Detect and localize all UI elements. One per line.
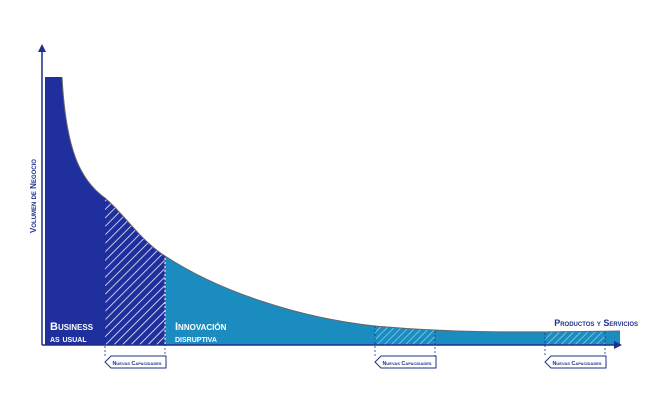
curve	[61, 76, 621, 333]
hatched-region	[545, 77, 605, 345]
x-axis-label: Productos y Servicios	[554, 318, 638, 328]
x-arrow	[614, 341, 622, 349]
tail-area	[45, 77, 620, 345]
region-label: as usual	[50, 334, 87, 345]
y-arrow	[38, 44, 46, 52]
marker: Nuevas Capacidades	[544, 332, 607, 369]
marker-label: Nuevas Capacidades	[552, 361, 601, 367]
y-axis-label: Volumen de Negocio	[29, 159, 38, 233]
marker-label: Nuevas Capacidades	[382, 361, 431, 367]
marker-label: Nuevas Capacidades	[112, 361, 161, 367]
region-label: Business	[50, 321, 94, 333]
business-region	[45, 77, 105, 345]
hatched-region	[375, 77, 435, 345]
marker: Nuevas Capacidades	[104, 198, 167, 369]
marker: Nuevas Capacidades	[374, 326, 437, 369]
region-label: disruptiva	[175, 334, 217, 345]
hatched-region	[105, 77, 165, 345]
innovation-region	[165, 77, 620, 345]
region-label: Innovación	[175, 321, 227, 333]
